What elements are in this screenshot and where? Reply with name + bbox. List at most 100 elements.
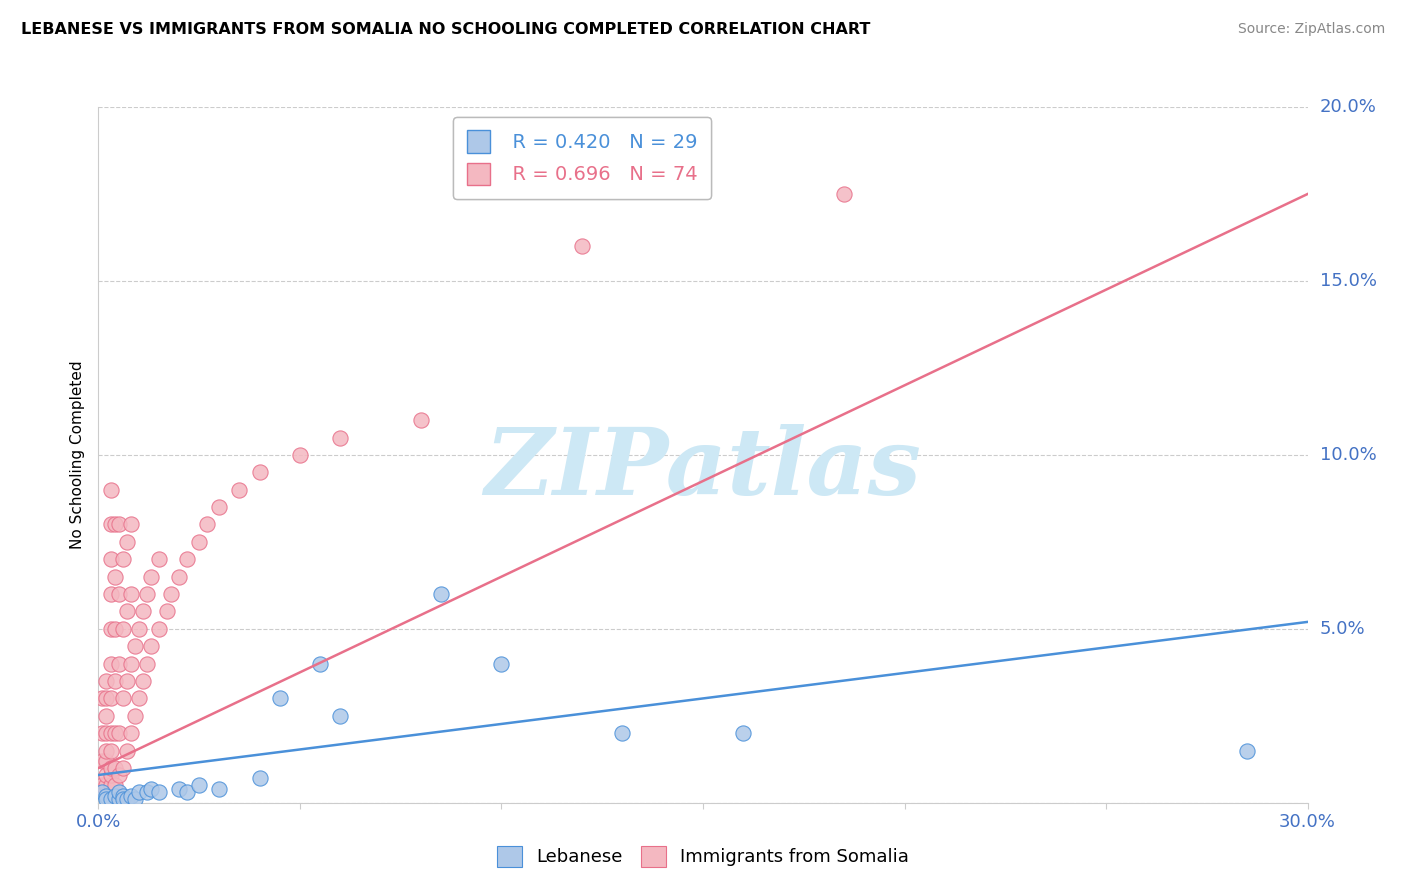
Point: [208, 781, 231, 796]
Legend: Lebanese, Immigrants from Somalia: Lebanese, Immigrants from Somalia: [489, 838, 917, 874]
Point: [309, 657, 332, 671]
Point: [160, 587, 183, 601]
Text: ZIPatlas: ZIPatlas: [485, 424, 921, 514]
Point: [100, 517, 122, 532]
Point: [571, 239, 593, 253]
Point: [120, 726, 142, 740]
Point: [107, 517, 129, 532]
Point: [176, 785, 198, 799]
Point: [100, 778, 122, 792]
Point: [176, 552, 198, 566]
Point: [733, 726, 755, 740]
Point: [115, 792, 138, 806]
Point: [100, 552, 122, 566]
Point: [120, 517, 142, 532]
Point: [329, 431, 352, 445]
Point: [120, 587, 142, 601]
Point: [111, 691, 134, 706]
Point: [156, 605, 179, 619]
Point: [111, 622, 134, 636]
Text: 10.0%: 10.0%: [1320, 446, 1376, 464]
Point: [195, 517, 218, 532]
Text: 15.0%: 15.0%: [1320, 272, 1376, 290]
Point: [100, 483, 122, 497]
Point: [100, 768, 122, 782]
Point: [148, 785, 170, 799]
Point: [135, 587, 157, 601]
Point: [269, 691, 291, 706]
Point: [111, 792, 134, 806]
Point: [132, 674, 155, 689]
Point: [96, 674, 118, 689]
Point: [91, 691, 114, 706]
Point: [139, 781, 162, 796]
Point: [96, 744, 118, 758]
Point: [128, 691, 150, 706]
Y-axis label: No Schooling Completed: No Schooling Completed: [70, 360, 86, 549]
Point: [100, 622, 122, 636]
Point: [124, 639, 146, 653]
Point: [139, 639, 162, 653]
Point: [128, 622, 150, 636]
Point: [111, 552, 134, 566]
Point: [115, 674, 138, 689]
Point: [107, 726, 129, 740]
Point: [100, 691, 122, 706]
Point: [100, 792, 122, 806]
Point: [91, 778, 114, 792]
Point: [96, 792, 118, 806]
Point: [132, 605, 155, 619]
Text: LEBANESE VS IMMIGRANTS FROM SOMALIA NO SCHOOLING COMPLETED CORRELATION CHART: LEBANESE VS IMMIGRANTS FROM SOMALIA NO S…: [21, 22, 870, 37]
Point: [103, 726, 125, 740]
Point: [115, 534, 138, 549]
Point: [96, 726, 118, 740]
Point: [103, 517, 125, 532]
Point: [96, 778, 118, 792]
Point: [832, 187, 855, 202]
Point: [115, 744, 138, 758]
Text: Source: ZipAtlas.com: Source: ZipAtlas.com: [1237, 22, 1385, 37]
Point: [249, 772, 271, 786]
Point: [115, 605, 138, 619]
Point: [139, 570, 162, 584]
Point: [103, 789, 125, 803]
Point: [249, 466, 271, 480]
Point: [100, 761, 122, 775]
Point: [107, 657, 129, 671]
Point: [167, 781, 190, 796]
Point: [100, 726, 122, 740]
Point: [107, 792, 129, 806]
Point: [96, 708, 118, 723]
Point: [135, 657, 157, 671]
Point: [103, 761, 125, 775]
Point: [100, 744, 122, 758]
Point: [124, 792, 146, 806]
Point: [188, 778, 211, 792]
Point: [208, 500, 231, 514]
Legend:   R = 0.420   N = 29,   R = 0.696   N = 74: R = 0.420 N = 29, R = 0.696 N = 74: [453, 117, 711, 199]
Point: [148, 552, 170, 566]
Point: [120, 657, 142, 671]
Point: [103, 570, 125, 584]
Text: 5.0%: 5.0%: [1320, 620, 1365, 638]
Point: [111, 761, 134, 775]
Point: [167, 570, 190, 584]
Point: [96, 754, 118, 768]
Point: [120, 789, 142, 803]
Point: [124, 708, 146, 723]
Point: [128, 785, 150, 799]
Point: [100, 587, 122, 601]
Point: [491, 657, 513, 671]
Point: [96, 768, 118, 782]
Point: [228, 483, 250, 497]
Text: 20.0%: 20.0%: [1320, 98, 1376, 116]
Point: [430, 587, 453, 601]
Point: [188, 534, 211, 549]
Point: [409, 413, 432, 427]
Point: [96, 789, 118, 803]
Point: [100, 657, 122, 671]
Point: [103, 778, 125, 792]
Point: [91, 785, 114, 799]
Point: [91, 754, 114, 768]
Point: [612, 726, 634, 740]
